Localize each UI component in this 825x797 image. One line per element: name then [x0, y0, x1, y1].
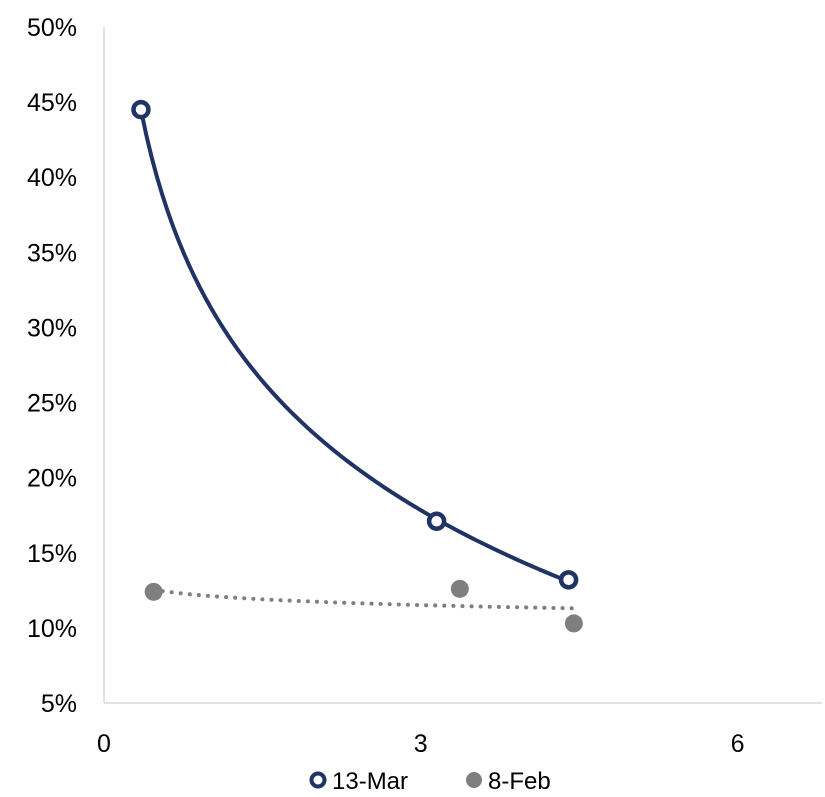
y-tick-label: 30% — [27, 314, 77, 342]
data-points — [131, 99, 583, 633]
x-tick-label: 0 — [97, 730, 111, 758]
data-point-13-Mar — [131, 99, 151, 120]
data-point-8-Feb — [564, 614, 583, 633]
y-tick-label: 25% — [27, 390, 77, 418]
legend-label-8-Feb: 8-Feb — [488, 768, 551, 795]
y-tick-label: 20% — [27, 465, 77, 493]
y-tick-label: 45% — [27, 89, 77, 117]
legend-marker-13-Mar — [309, 771, 327, 789]
x-tick-label: 6 — [731, 730, 745, 758]
x-tick-labels: 0 3 6 — [97, 730, 744, 758]
y-tick-label: 15% — [27, 540, 77, 568]
legend: 13-Mar 8-Feb — [309, 768, 551, 795]
data-point-13-Mar — [558, 570, 579, 590]
data-point-13-Mar — [426, 511, 447, 531]
legend-marker-8-Feb — [466, 772, 482, 788]
legend-label-13-Mar: 13-Mar — [332, 768, 408, 795]
y-tick-label: 35% — [27, 239, 77, 267]
y-tick-labels: 5% 10% 15% 20% 25% 30% 35% 40% 45% 50% — [27, 14, 77, 718]
axes — [103, 27, 822, 704]
data-point-8-Feb — [144, 582, 163, 601]
x-tick-label: 3 — [414, 730, 428, 758]
y-tick-label: 50% — [27, 14, 77, 42]
y-tick-label: 5% — [41, 690, 77, 718]
trendline-8-Feb — [151, 587, 576, 611]
trendline-13-Mar — [138, 107, 571, 584]
y-tick-label: 10% — [27, 615, 77, 643]
y-tick-label: 40% — [27, 164, 77, 192]
data-point-8-Feb — [450, 579, 469, 598]
trendlines — [138, 107, 576, 611]
